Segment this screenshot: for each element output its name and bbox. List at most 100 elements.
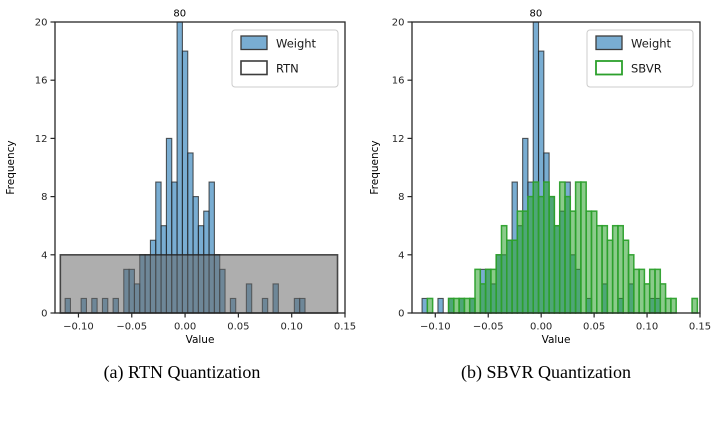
bar-sbvr	[458, 297, 466, 314]
legend-swatch-weight	[240, 35, 268, 51]
charts-row: −0.10 −0.05 0.00 0.05 0.10 0.15 0 4 8 12 16 20 Value…	[0, 0, 711, 348]
legend-label-weight: Weight	[631, 37, 672, 51]
y-tick-label: 4	[398, 250, 404, 261]
bar-sbvr	[564, 195, 572, 314]
x-tick-label: −0.05	[116, 322, 147, 333]
y-tick-label: 12	[35, 134, 48, 145]
bar-sbvr	[447, 297, 455, 314]
y-tick-label: 0	[398, 309, 404, 320]
bar-sbvr	[691, 297, 699, 314]
bar-weight	[437, 297, 444, 314]
y-tick-label: 12	[392, 134, 405, 145]
bar-weight	[421, 297, 428, 314]
bar-sbvr	[574, 181, 582, 314]
bar-sbvr	[474, 268, 482, 314]
bar-sbvr	[611, 224, 619, 314]
x-tick-label: 0.15	[334, 322, 356, 333]
peak-count-annotation: 80	[173, 9, 186, 20]
bar-sbvr	[484, 268, 492, 314]
y-tick-label: 16	[392, 76, 405, 87]
bar-sbvr	[527, 195, 534, 314]
histogram-sbvr-quantization: −0.10 −0.05 0.00 0.05 0.10 0.15 0 4 8 12 16 20 Value…	[369, 9, 711, 347]
bar-rtn	[59, 254, 339, 314]
bar-sbvr	[633, 268, 640, 314]
bar-sbvr	[648, 268, 656, 314]
bar-sbvr	[558, 181, 566, 314]
bar-sbvr	[622, 239, 630, 314]
bar-sbvr	[569, 210, 577, 314]
bar-sbvr	[543, 181, 550, 314]
x-tick-label: 0.05	[227, 322, 249, 333]
x-tick-label: −0.05	[473, 322, 504, 333]
legend-label-weight: Weight	[276, 37, 317, 51]
bar-sbvr	[601, 224, 609, 314]
bar-sbvr	[664, 297, 672, 314]
chart-panel-rtn: −0.10 −0.05 0.00 0.05 0.10 0.15 0 4 8 12 16 20 Value…	[0, 0, 364, 348]
bar-sbvr	[643, 283, 651, 314]
caption-a: (a) RTN Quantization	[103, 362, 261, 382]
bar-sbvr	[463, 297, 471, 314]
bar-sbvr	[585, 210, 593, 314]
bar-sbvr	[500, 224, 508, 314]
bar-sbvr	[537, 195, 545, 314]
x-tick-label: 0.10	[636, 322, 658, 333]
bar-sbvr	[654, 268, 662, 314]
y-tick-label: 20	[392, 18, 405, 29]
bar-sbvr	[617, 224, 624, 314]
x-tick-label: −0.10	[420, 322, 451, 333]
legend-swatch-rtn	[240, 60, 268, 76]
bar-sbvr	[521, 210, 529, 314]
x-tick-label: −0.10	[63, 322, 94, 333]
y-axis-label: Frequency	[5, 140, 17, 194]
y-axis-label: Frequency	[369, 140, 381, 194]
bar-sbvr	[511, 239, 519, 314]
bar-sbvr	[453, 297, 460, 314]
peak-count-annotation: 80	[530, 9, 543, 20]
bar-sbvr	[627, 254, 635, 314]
legend: Weight SBVR	[586, 29, 694, 88]
legend-swatch-sbvr	[595, 60, 623, 76]
bar-sbvr	[468, 297, 476, 314]
y-tick-label: 20	[35, 18, 48, 29]
y-tick-label: 16	[35, 76, 48, 87]
x-tick-label: 0.15	[689, 322, 711, 333]
y-tick-label: 4	[41, 250, 47, 261]
bar-sbvr	[659, 283, 667, 314]
legend-swatch-weight	[595, 35, 623, 51]
legend: Weight RTN	[231, 29, 339, 88]
axis-ticks: −0.10 −0.05 0.00 0.05 0.10 0.15 0 4 8 12 16 20	[35, 18, 356, 333]
bar-sbvr	[638, 268, 646, 314]
histogram-rtn-quantization: −0.10 −0.05 0.00 0.05 0.10 0.15 0 4 8 12 16 20 Value…	[5, 9, 356, 347]
bar-sbvr	[490, 268, 497, 314]
bar-sbvr	[516, 210, 524, 314]
legend-label-sbvr: SBVR	[631, 62, 662, 76]
bar-sbvr	[596, 224, 603, 314]
series-rtn	[59, 254, 339, 314]
axes-frame	[411, 21, 701, 314]
bar-sbvr	[670, 297, 677, 314]
y-tick-label: 8	[41, 192, 47, 203]
caption-b: (b) SBVR Quantization	[461, 362, 631, 382]
captions-row: (a) RTN Quantization (b) SBVR Quantizati…	[0, 348, 728, 383]
bar-sbvr	[495, 254, 503, 314]
bar-sbvr	[553, 224, 561, 314]
x-tick-label: 0.05	[583, 322, 605, 333]
bar-sbvr	[580, 181, 587, 314]
x-tick-label: 0.00	[530, 322, 552, 333]
axes-frame	[54, 21, 346, 314]
x-axis-label: Value	[186, 334, 215, 346]
axis-ticks: −0.10 −0.05 0.00 0.05 0.10 0.15 0 4 8 12 16 20	[392, 18, 711, 333]
bar-sbvr	[426, 297, 434, 314]
bar-sbvr	[606, 239, 614, 314]
x-axis-label: Value	[542, 334, 571, 346]
bar-sbvr	[479, 283, 487, 314]
x-tick-label: 0.00	[174, 322, 196, 333]
bar-sbvr	[506, 239, 513, 314]
legend-label-rtn: RTN	[276, 62, 299, 76]
bar-sbvr	[590, 210, 598, 314]
series-sbvr	[426, 181, 699, 314]
y-tick-label: 8	[398, 192, 404, 203]
bar-sbvr	[548, 195, 556, 314]
y-tick-label: 0	[41, 309, 47, 320]
